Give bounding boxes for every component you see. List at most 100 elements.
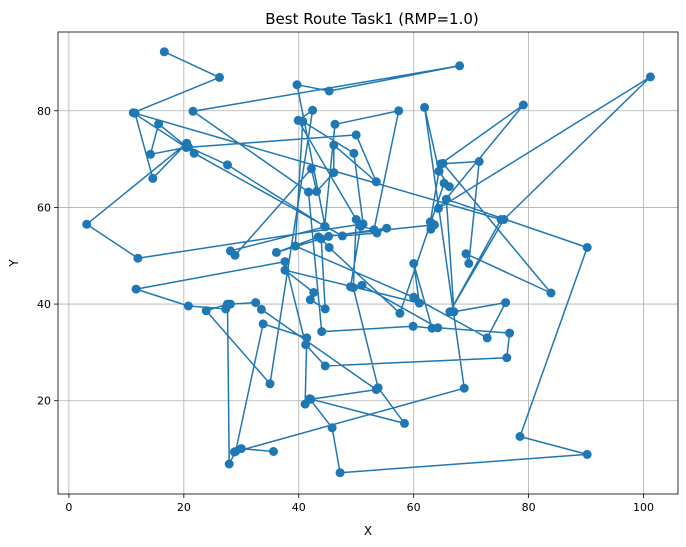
route-line bbox=[85, 51, 652, 474]
route-point bbox=[582, 243, 592, 252]
route-point bbox=[324, 86, 334, 96]
route-point bbox=[159, 47, 169, 57]
route-point bbox=[188, 106, 198, 116]
route-point bbox=[280, 257, 290, 267]
route-point bbox=[445, 307, 455, 317]
route-point bbox=[148, 173, 158, 183]
route-point bbox=[433, 203, 443, 213]
y-tick-label: 40 bbox=[37, 298, 51, 311]
route-point bbox=[229, 447, 239, 457]
route-point bbox=[306, 164, 316, 174]
route-point bbox=[441, 194, 451, 204]
route-point bbox=[312, 187, 322, 196]
route-point bbox=[258, 319, 268, 329]
route-point bbox=[320, 221, 330, 231]
route-point bbox=[582, 449, 592, 459]
route-point bbox=[464, 259, 474, 268]
route-point bbox=[482, 333, 492, 343]
x-tick-label: 60 bbox=[407, 501, 421, 514]
route-point bbox=[408, 321, 418, 331]
route-point bbox=[351, 130, 361, 140]
x-tick-label: 40 bbox=[292, 501, 306, 514]
route-point bbox=[358, 219, 368, 229]
chart-title: Best Route Task1 (RMP=1.0) bbox=[265, 10, 479, 28]
route-point bbox=[269, 447, 278, 456]
route-point bbox=[371, 177, 381, 187]
route-point bbox=[302, 333, 312, 343]
route-point bbox=[271, 247, 281, 257]
route-point bbox=[183, 301, 193, 311]
route-point bbox=[459, 383, 469, 393]
route-point bbox=[317, 327, 327, 337]
route-point bbox=[382, 223, 392, 233]
route-point bbox=[455, 61, 465, 71]
route-point bbox=[251, 298, 261, 308]
route-point bbox=[324, 231, 334, 241]
route-point bbox=[130, 108, 140, 118]
route-point bbox=[201, 306, 211, 316]
route-point bbox=[501, 298, 511, 308]
route-point bbox=[518, 100, 528, 110]
route-point bbox=[330, 119, 340, 129]
route-point bbox=[225, 246, 235, 256]
route-point bbox=[515, 432, 525, 441]
route-point bbox=[182, 138, 192, 148]
route-point bbox=[329, 168, 339, 178]
x-tick-label: 100 bbox=[633, 501, 654, 514]
route-point bbox=[395, 308, 405, 318]
route-point bbox=[546, 288, 556, 298]
route-point bbox=[304, 187, 313, 197]
route-point bbox=[369, 225, 379, 235]
x-tick-label: 20 bbox=[177, 501, 191, 514]
route-point bbox=[461, 249, 471, 259]
route-point bbox=[409, 259, 419, 268]
route-path bbox=[85, 51, 652, 474]
route-point bbox=[349, 148, 359, 158]
route-point bbox=[400, 418, 409, 428]
plot-frame bbox=[57, 31, 679, 495]
route-point bbox=[131, 284, 141, 294]
route-point bbox=[313, 232, 323, 242]
y-axis-ticks: 20 40 60 80 bbox=[37, 105, 58, 408]
route-point bbox=[505, 328, 515, 338]
route-point bbox=[357, 280, 367, 290]
route-point bbox=[215, 72, 224, 82]
route-point bbox=[444, 182, 454, 192]
y-tick-label: 60 bbox=[37, 201, 51, 214]
route-point bbox=[348, 283, 358, 293]
route-point bbox=[256, 304, 266, 314]
y-axis-label: Y bbox=[7, 259, 21, 268]
route-point bbox=[414, 298, 424, 308]
route-point bbox=[290, 241, 300, 251]
route-point bbox=[409, 292, 419, 302]
route-point bbox=[337, 231, 347, 241]
route-point bbox=[133, 253, 143, 263]
route-point bbox=[224, 459, 234, 469]
route-point bbox=[308, 105, 318, 115]
route-point bbox=[236, 444, 246, 454]
route-point bbox=[645, 72, 655, 82]
x-tick-label: 80 bbox=[522, 501, 536, 514]
route-point bbox=[335, 468, 345, 478]
route-point bbox=[320, 304, 330, 314]
grid-lines bbox=[58, 32, 678, 494]
route-point bbox=[474, 157, 484, 166]
route-point bbox=[351, 215, 361, 224]
route-point bbox=[502, 353, 512, 363]
route-point bbox=[189, 148, 199, 158]
route-point bbox=[146, 149, 155, 159]
route-point bbox=[429, 220, 439, 230]
route-point bbox=[298, 116, 308, 126]
route-point bbox=[420, 102, 430, 112]
route-point bbox=[305, 295, 315, 305]
route-point bbox=[292, 80, 302, 90]
route-point bbox=[309, 288, 319, 297]
route-point bbox=[499, 215, 509, 224]
route-point bbox=[265, 379, 275, 389]
route-point bbox=[329, 140, 339, 150]
route-point bbox=[82, 219, 92, 229]
route-point bbox=[434, 166, 444, 176]
route-point bbox=[438, 158, 448, 168]
route-point bbox=[305, 394, 315, 404]
